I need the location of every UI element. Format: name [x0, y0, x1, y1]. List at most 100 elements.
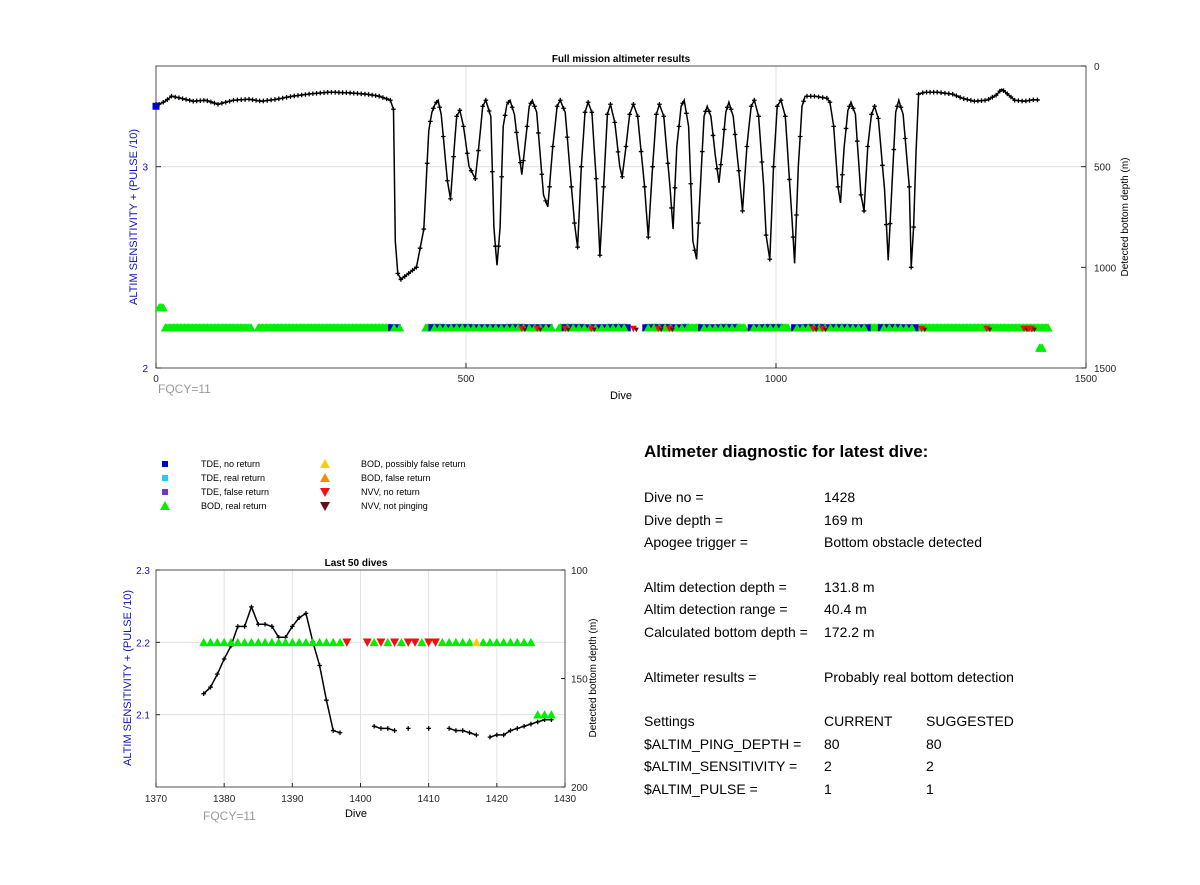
bottom-depth-line: [223, 645, 232, 660]
tde-no-return-marker: [905, 324, 913, 332]
calculated-depth-row: Calculated bottom depth = 172.2 m: [644, 624, 1164, 647]
tde-no-return-marker: [883, 324, 891, 332]
dive-depth-value: 169 m: [824, 511, 863, 528]
bottom-depth-marker: [783, 114, 788, 119]
blue-square-icon: [162, 461, 168, 467]
bod-real-return-marker: [395, 323, 405, 332]
tde-no-return-marker: [540, 324, 547, 332]
bottom-depth-marker: [317, 663, 322, 668]
bottom-depth-marker: [732, 132, 738, 137]
nvv-no-return-marker: [390, 638, 400, 647]
tde-no-return-marker: [612, 324, 620, 332]
last-50-ylabel: ALTIM SENSITIVITY + (PULSE /10): [122, 590, 134, 766]
bottom-depth-marker: [426, 726, 431, 731]
bottom-depth-marker: [968, 98, 974, 103]
bottom-depth-marker: [589, 110, 595, 115]
setting-suggested: 80: [926, 735, 942, 752]
nvv-not-pinging-marker: [1031, 327, 1037, 333]
x-tick-label: 1430: [554, 794, 577, 805]
bottom-depth-marker: [496, 243, 501, 249]
tde-no-return-marker: [720, 324, 728, 332]
tde-no-return-marker: [753, 324, 761, 332]
nvv-no-return-marker: [629, 325, 637, 333]
bottom-depth-marker: [521, 158, 526, 163]
dive-no-row: Dive no = 1428: [644, 489, 1164, 512]
bottom-depth-marker: [597, 252, 603, 258]
bod-real-return-marker: [533, 710, 543, 719]
bottom-depth-marker: [736, 168, 742, 173]
bottom-depth-marker: [280, 95, 286, 101]
nvv-not-pinging-marker: [565, 327, 571, 333]
tde-no-return-marker: [681, 324, 689, 332]
settings-header: Settings: [644, 713, 695, 730]
red-triangle-down-icon: [320, 488, 330, 497]
bottom-depth-marker: [778, 97, 784, 103]
bottom-depth-marker: [445, 178, 450, 184]
bottom-depth-marker: [554, 103, 560, 109]
bottom-depth-marker: [402, 274, 408, 279]
bottom-depth-marker: [771, 164, 776, 169]
bottom-depth-marker: [884, 222, 889, 227]
bottom-depth-marker: [446, 726, 452, 731]
tde-no-return-marker: [894, 324, 902, 332]
bottom-depth-marker: [744, 144, 750, 149]
bottom-depth-marker: [696, 220, 701, 226]
bottom-depth-marker: [642, 184, 647, 190]
y-tick-label: 2.3: [136, 566, 150, 577]
nvv-not-pinging-marker: [813, 327, 819, 333]
tde-no-return-marker: [703, 324, 711, 332]
bottom-depth-marker: [405, 726, 411, 731]
tde-no-return-marker: [824, 324, 832, 332]
bod-real-return-marker: [499, 637, 509, 647]
tde-no-return-marker: [623, 324, 631, 332]
bottom-depth-line: [156, 88, 1040, 281]
tde-no-return-marker: [428, 324, 436, 332]
bottom-depth-marker: [483, 97, 489, 103]
setting-suggested: 1: [926, 780, 934, 797]
bottom-depth-marker: [794, 212, 799, 218]
nvv-no-return-marker: [918, 325, 926, 333]
bottom-depth-marker: [718, 162, 724, 167]
legend-label: TDE, no return: [201, 459, 261, 469]
bottom-depth-marker: [424, 161, 430, 166]
bottom-depth-marker: [221, 656, 227, 662]
bod-real-return-marker: [526, 637, 536, 647]
nvv-no-return-marker: [819, 325, 826, 333]
bottom-depth-marker: [249, 604, 254, 610]
bottom-depth-marker: [902, 136, 908, 141]
tde-no-return-marker: [606, 324, 614, 332]
tde-no-return-marker: [467, 324, 475, 332]
bod-real-return-marker: [478, 637, 488, 647]
nvv-no-return-marker: [665, 325, 673, 333]
bod-real-return-marker: [458, 637, 468, 647]
bottom-depth-marker: [269, 624, 275, 629]
bottom-depth-marker: [205, 98, 210, 104]
tde-no-return-marker: [841, 324, 849, 332]
settings-header-row: Settings CURRENT SUGGESTED: [644, 713, 1164, 736]
bottom-depth-line: [203, 686, 212, 695]
nvv-not-pinging-marker: [591, 327, 597, 333]
tde-no-return-marker: [731, 324, 739, 332]
apogee-row: Apogee trigger = Bottom obstacle detecte…: [644, 534, 1164, 557]
bod-possibly-false-marker: [471, 637, 481, 647]
full-mission-title: Full mission altimeter results: [552, 54, 691, 65]
bottom-depth-marker: [908, 265, 914, 270]
tde-no-return-marker: [726, 324, 733, 332]
bottom-depth-marker: [725, 104, 730, 110]
bod-real-return-marker: [540, 710, 550, 719]
detection-depth-row: Altim detection depth = 131.8 m: [644, 579, 1164, 602]
tde-no-return-marker: [567, 324, 575, 332]
nvv-no-return-marker: [410, 638, 420, 647]
nvv-no-return-marker: [430, 638, 440, 647]
bottom-depth-marker: [494, 732, 500, 738]
bod-real-return-marker: [315, 637, 325, 647]
tde-no-return-marker: [506, 324, 514, 332]
bottom-depth-marker: [934, 89, 940, 95]
bottom-depth-marker: [557, 97, 563, 103]
bottom-depth-marker: [371, 723, 377, 729]
bottom-depth-marker: [437, 104, 442, 110]
bottom-depth-marker: [169, 93, 174, 99]
y2-tick-label: 1000: [1094, 263, 1117, 274]
nvv-no-return-marker: [342, 638, 352, 647]
bottom-depth-marker: [835, 184, 841, 190]
